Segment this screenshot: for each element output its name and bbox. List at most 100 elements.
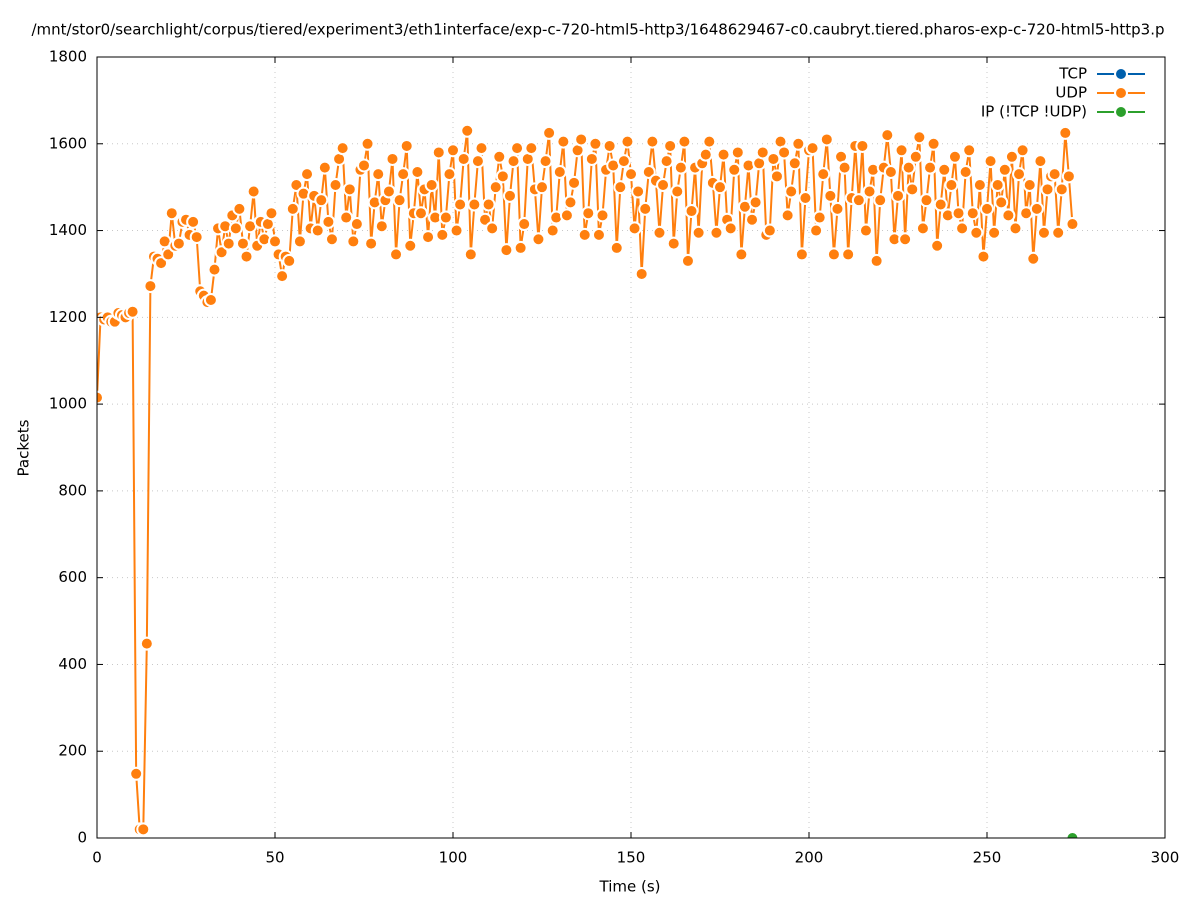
data-point (125, 304, 140, 319)
data-point (189, 230, 204, 245)
data-point (1061, 169, 1076, 184)
data-point (139, 636, 154, 651)
data-point (424, 177, 439, 192)
data-point (734, 247, 749, 262)
chart-title: /mnt/stor0/searchlight/corpus/tiered/exp… (31, 21, 1164, 39)
data-point (805, 141, 820, 156)
data-point (421, 230, 436, 245)
data-point (987, 225, 1002, 240)
data-point (794, 247, 809, 262)
data-point (926, 136, 941, 151)
data-point (506, 154, 521, 169)
x-tick-label: 0 (92, 849, 102, 867)
data-point (435, 227, 450, 242)
data-point (581, 206, 596, 221)
data-point (677, 134, 692, 149)
data-point (769, 169, 784, 184)
y-tick-label: 400 (58, 655, 87, 673)
data-point (972, 177, 987, 192)
data-point (1022, 177, 1037, 192)
x-axis-label: Time (s) (599, 878, 661, 896)
data-point (947, 149, 962, 164)
data-point (812, 210, 827, 225)
data-point (905, 182, 920, 197)
data-point (282, 253, 297, 268)
data-point (588, 136, 603, 151)
data-point (542, 125, 557, 140)
data-point (923, 160, 938, 175)
data-point (285, 201, 300, 216)
data-point (449, 223, 464, 238)
data-point (716, 147, 731, 162)
data-point (723, 221, 738, 236)
data-point (777, 145, 792, 160)
data-point (1036, 225, 1051, 240)
data-point (634, 266, 649, 281)
data-point (673, 160, 688, 175)
axes: 0 200 400 600 800 1000 1200 1400 1600 1800 0 50 100 1… (49, 48, 1180, 867)
data-point (709, 225, 724, 240)
data-point (951, 206, 966, 221)
data-point (823, 188, 838, 203)
x-tick-label: 100 (439, 849, 468, 867)
data-point (1033, 154, 1048, 169)
data-point (666, 236, 681, 251)
data-point (990, 177, 1005, 192)
data-point (239, 249, 254, 264)
data-point (403, 238, 418, 253)
data-point (328, 177, 343, 192)
data-point (641, 164, 656, 179)
data-point (499, 243, 514, 258)
data-point (495, 169, 510, 184)
x-tick-label: 150 (617, 849, 646, 867)
data-point (958, 164, 973, 179)
data-point (460, 123, 475, 138)
data-point (154, 256, 169, 271)
data-point (300, 167, 315, 182)
data-point (595, 208, 610, 223)
legend-marker (1114, 67, 1128, 81)
data-point (438, 210, 453, 225)
data-point (129, 766, 144, 781)
data-point (873, 193, 888, 208)
y-tick-label: 0 (77, 829, 87, 847)
data-point (976, 249, 991, 264)
data-point (164, 206, 179, 221)
data-point (456, 151, 471, 166)
data-point (713, 180, 727, 195)
y-tick-label: 800 (58, 481, 87, 499)
data-point (321, 214, 336, 229)
data-point (207, 262, 222, 277)
data-point (559, 208, 574, 223)
data-point (538, 154, 553, 169)
data-point (745, 212, 760, 227)
data-point (485, 221, 500, 236)
data-point (442, 167, 457, 182)
data-point (488, 180, 503, 195)
data-point (627, 221, 642, 236)
data-point (264, 206, 279, 221)
data-point (385, 151, 400, 166)
data-point (470, 154, 485, 169)
data-point (919, 193, 934, 208)
data-point (310, 223, 325, 238)
data-point (869, 253, 884, 268)
data-point (819, 132, 834, 147)
data-point (374, 219, 389, 234)
data-point (524, 141, 539, 156)
data-point (624, 167, 638, 182)
data-point (399, 138, 414, 153)
x-tick-label: 50 (265, 849, 284, 867)
data-point (980, 201, 994, 216)
legend-label: IP (!TCP !UDP) (981, 103, 1087, 121)
data-point (915, 221, 930, 236)
data-point (652, 225, 667, 240)
data-point (901, 160, 916, 175)
y-tick-label: 1400 (49, 221, 87, 239)
data-point (463, 247, 478, 262)
legend-marker (1114, 105, 1128, 119)
data-point (535, 180, 549, 195)
data-point (136, 822, 151, 837)
data-point (780, 208, 795, 223)
